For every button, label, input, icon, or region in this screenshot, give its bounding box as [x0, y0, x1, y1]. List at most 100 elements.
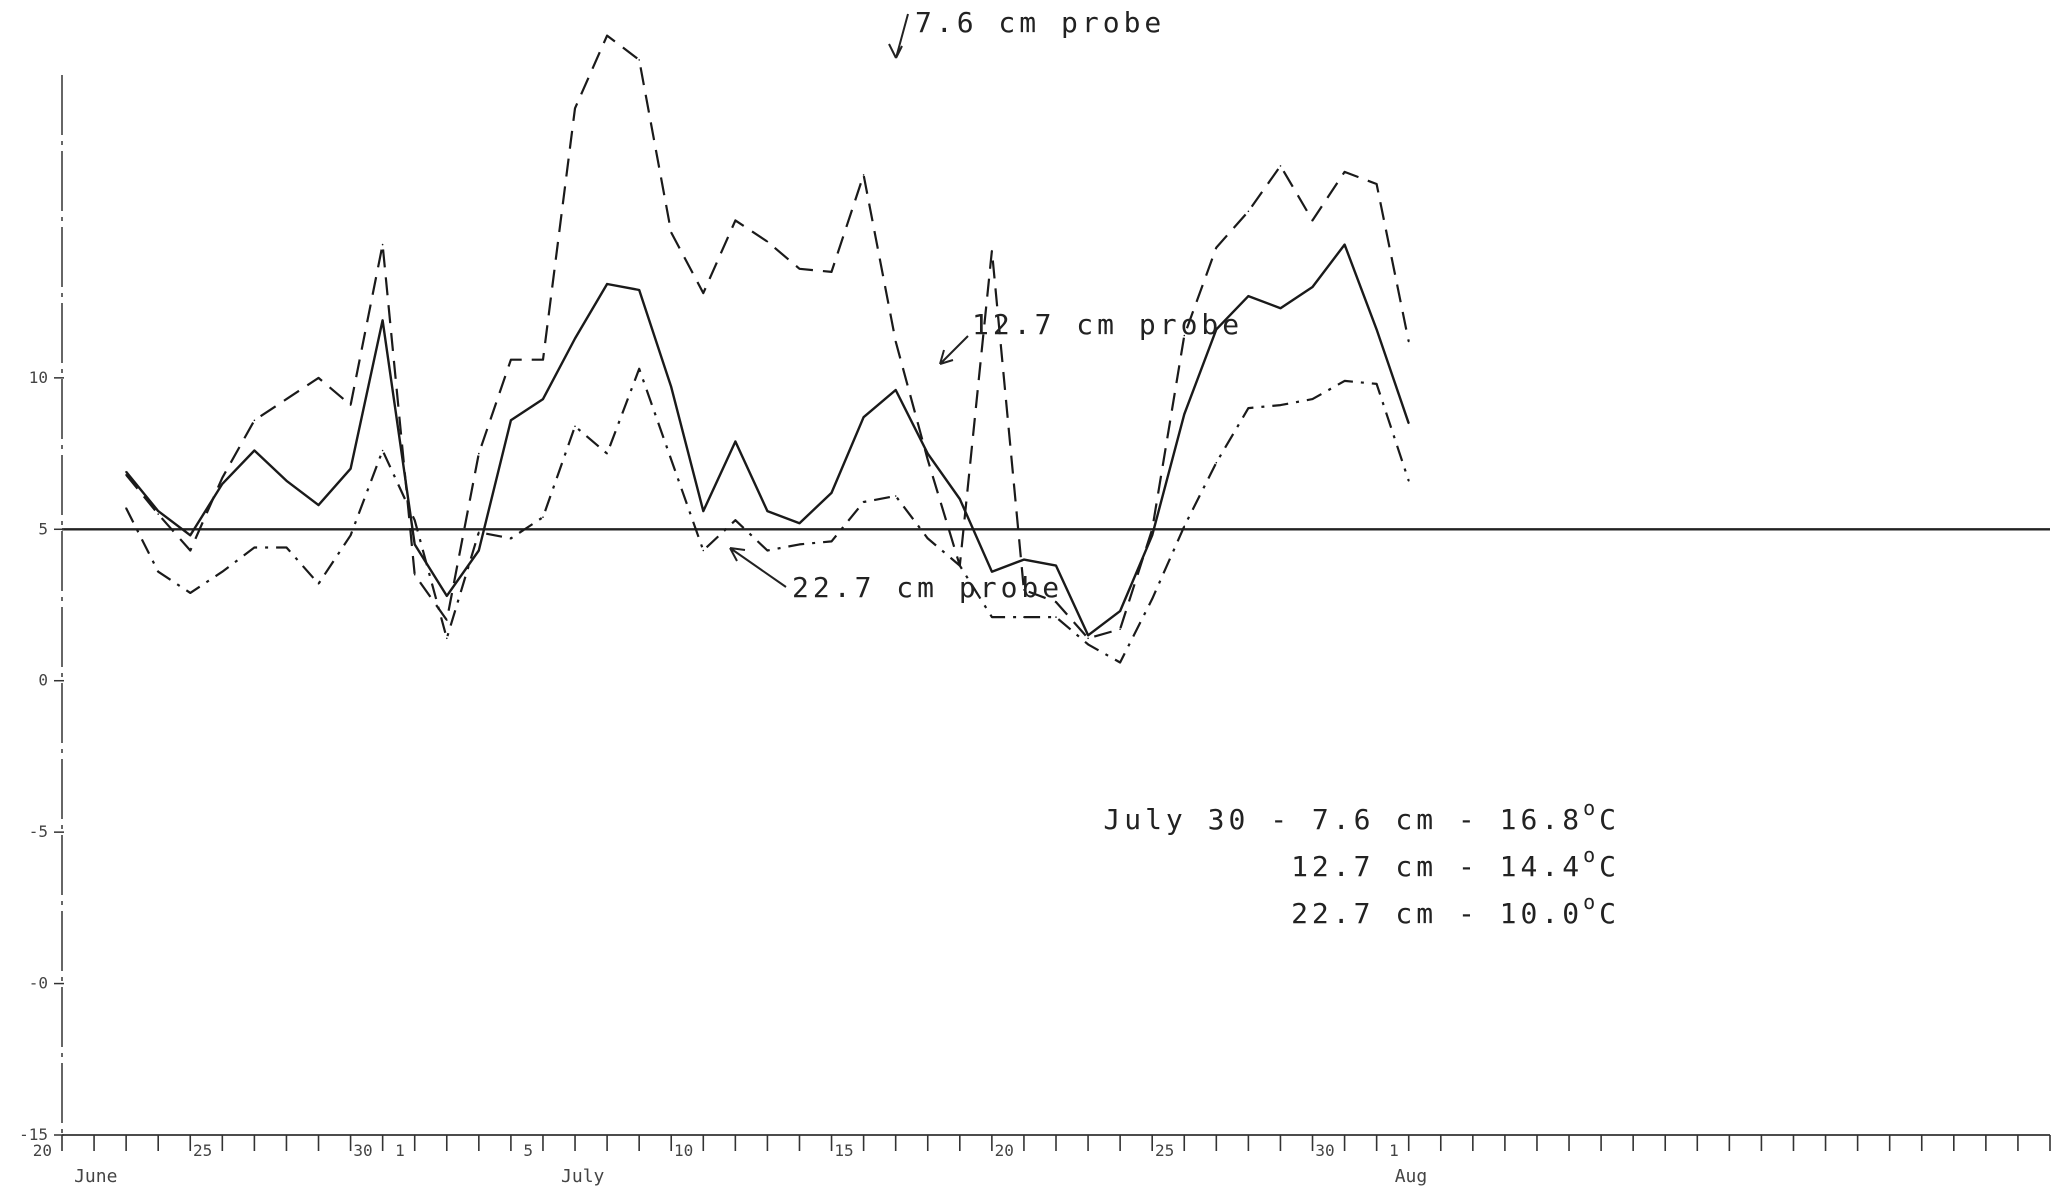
series-2-point-6: [317, 583, 320, 585]
series-0-point-10: [446, 619, 448, 621]
series-0-point-19: [734, 219, 737, 222]
note-line-1-unit: C: [1599, 803, 1620, 836]
series-2-point-23: [862, 501, 865, 503]
series-2-point-32: [1151, 598, 1153, 600]
series-2-point-9: [413, 519, 416, 521]
series-2-point-2: [189, 592, 192, 594]
series-0-point-27: [991, 249, 993, 252]
series-0-point-20: [766, 240, 769, 243]
series-2-point-17: [670, 458, 672, 461]
probe-arrow-22-7: [729, 547, 787, 588]
series-0-point-28: [1023, 589, 1025, 591]
probe-label-22-7: 22.7 cm probe: [729, 547, 1063, 604]
series-2-point-1: [157, 570, 159, 573]
note-block: July 30 - 7.6 cm - 16.8oC 12.7 cm - 14.4…: [1103, 796, 1620, 930]
series-2-point-38: [1343, 380, 1346, 382]
series-2-point-14: [574, 425, 576, 428]
series-2-point-29: [1055, 616, 1057, 618]
y-tick-label-1: 5: [38, 519, 48, 538]
note-line-1-text: July 30 - 7.6 cm - 16.8: [1103, 803, 1583, 836]
month-label-2: Aug: [1395, 1166, 1428, 1187]
series-0-point-22: [830, 271, 833, 273]
series-0-point-30: [1087, 637, 1089, 640]
series-1-point-2: [189, 534, 192, 537]
series-1-point-37: [1311, 286, 1314, 288]
series-1-point-34: [1215, 328, 1218, 331]
series-0-point-31: [1119, 628, 1121, 630]
probe-label-12-7-text: 12.7 cm probe: [972, 308, 1243, 341]
series-1-point-10: [446, 595, 448, 597]
series-0-point-13: [542, 358, 544, 361]
series-line-2: [125, 367, 1410, 664]
series-line-1: [125, 243, 1410, 637]
series-group: [125, 34, 1410, 664]
series-1-point-38: [1343, 243, 1346, 246]
x-tick-label-10: 1: [1389, 1141, 1399, 1160]
series-0-point-21: [798, 268, 801, 270]
series-1-point-23: [862, 416, 865, 419]
series-1-point-31: [1119, 610, 1121, 612]
series-2-point-39: [1375, 383, 1378, 385]
series-1-point-26: [959, 498, 961, 500]
y-tick-label-3: -5: [29, 822, 48, 841]
probe-label-7-6-text: 7.6 cm probe: [915, 6, 1165, 39]
series-1-point-0: [125, 470, 127, 473]
series-1-point-11: [478, 549, 480, 552]
x-tick-label-4: 5: [523, 1141, 533, 1160]
series-1: [125, 243, 1410, 637]
series-1-point-27: [991, 570, 993, 573]
x-tick-label-9: 30: [1315, 1141, 1334, 1160]
series-1-point-9: [413, 543, 416, 546]
series-2-point-11: [478, 531, 480, 534]
series-1-point-12: [510, 419, 512, 422]
x-tick-label-7: 20: [995, 1141, 1014, 1160]
series-0-point-12: [510, 358, 512, 361]
note-line-1: July 30 - 7.6 cm - 16.8oC: [1103, 796, 1620, 836]
x-tick-label-5: 10: [674, 1141, 693, 1160]
series-2-point-16: [638, 368, 640, 370]
series-1-point-21: [798, 522, 801, 524]
series-2-point-3: [221, 570, 224, 573]
series-1-point-32: [1151, 534, 1153, 537]
note-line-3-degree: o: [1583, 890, 1599, 914]
series-2-point-22: [830, 540, 833, 543]
series-0-point-25: [926, 458, 929, 461]
series-2-point-10: [446, 637, 448, 640]
series-0-point-0: [125, 474, 127, 476]
series-2-point-4: [253, 546, 256, 549]
series-0-point-7: [349, 404, 352, 406]
x-tick-label-8: 25: [1155, 1141, 1174, 1160]
y-tick-label-5: -15: [19, 1125, 48, 1144]
series-2-point-30: [1087, 643, 1089, 646]
series-1-point-13: [542, 398, 544, 400]
series-1-point-40: [1407, 422, 1410, 425]
note-line-3-text: 22.7 cm - 10.0: [1291, 897, 1583, 930]
series-1-point-15: [606, 283, 608, 285]
series-0-point-24: [894, 340, 897, 343]
note-line-3: 22.7 cm - 10.0oC: [1291, 890, 1620, 930]
series-1-point-14: [574, 337, 576, 340]
series-2-point-36: [1279, 404, 1282, 406]
series-0-point-37: [1311, 219, 1314, 222]
series-0-point-16: [638, 59, 640, 61]
series-2-point-20: [766, 549, 769, 552]
series-0-point-6: [317, 377, 320, 379]
probe-label-7-6: 7.6 cm probe: [888, 6, 1165, 59]
series-1-point-22: [830, 492, 833, 494]
series-0-point-11: [478, 452, 480, 455]
series-1-point-39: [1375, 328, 1378, 331]
series-0-point-2: [189, 549, 192, 552]
probe-label-12-7: 12.7 cm probe: [939, 308, 1243, 365]
series-0-point-23: [862, 174, 865, 176]
x-tick-label-2: 30: [353, 1141, 372, 1160]
series-0-point-5: [285, 398, 288, 400]
x-tick-label-0: 20: [33, 1141, 52, 1160]
series-2-point-25: [926, 537, 929, 540]
series-1-point-16: [638, 289, 640, 291]
series-1-point-8: [381, 319, 384, 322]
series-2-point-24: [894, 495, 897, 497]
note-line-2-degree: o: [1583, 843, 1599, 867]
probe-label-22-7-text: 22.7 cm probe: [792, 571, 1063, 604]
series-0-point-8: [381, 243, 384, 246]
